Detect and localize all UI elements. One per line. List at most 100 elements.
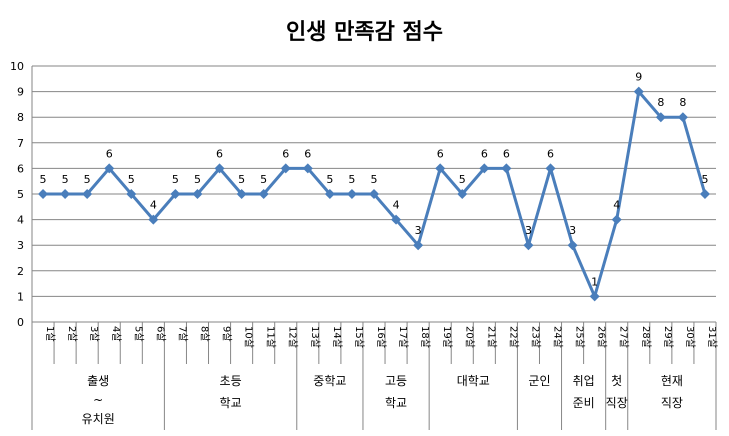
data-label: 6 — [282, 147, 289, 160]
group-label: 첫 — [611, 374, 622, 388]
data-point — [435, 163, 446, 174]
data-label: 6 — [503, 147, 510, 160]
data-label: 5 — [260, 173, 267, 186]
data-point — [545, 163, 556, 174]
group-label: 출생 — [87, 374, 109, 388]
data-label: 6 — [216, 147, 223, 160]
group-label: 군인 — [528, 374, 550, 388]
data-label: 6 — [547, 147, 554, 160]
data-label: 6 — [304, 147, 311, 160]
group-label: 취업 — [573, 374, 595, 388]
group-label: 대학교 — [457, 374, 490, 388]
group-label: 고등 — [385, 374, 407, 388]
data-point — [324, 189, 335, 199]
y-tick-label: 9 — [17, 86, 24, 99]
x-tick-label: 20살 — [463, 326, 475, 348]
group-label: 직장 — [606, 396, 628, 410]
x-tick-label: 16살 — [375, 326, 387, 348]
data-label: 3 — [415, 224, 422, 237]
x-tick-label: 12살 — [287, 326, 299, 348]
data-label: 8 — [657, 96, 664, 109]
data-label: 3 — [525, 224, 532, 237]
y-tick-label: 1 — [17, 290, 24, 303]
x-tick-label: 13살 — [309, 326, 321, 348]
x-tick-label: 1살 — [44, 326, 56, 342]
data-label: 5 — [701, 173, 708, 186]
x-tick-label: 26살 — [596, 326, 608, 348]
x-tick-label: 7살 — [176, 326, 188, 342]
y-tick-label: 8 — [17, 111, 24, 124]
data-label: 5 — [172, 173, 179, 186]
y-tick-label: 2 — [17, 265, 24, 278]
data-label: 8 — [679, 96, 686, 109]
y-tick-label: 7 — [17, 137, 24, 150]
data-point — [523, 240, 534, 251]
x-tick-label: 23살 — [529, 326, 541, 348]
data-point — [236, 189, 247, 199]
x-tick-label: 25살 — [574, 326, 586, 348]
y-tick-label: 0 — [17, 316, 24, 329]
data-point — [38, 189, 49, 199]
data-label: 6 — [481, 147, 488, 160]
x-tick-label: 30살 — [684, 326, 696, 348]
data-point — [148, 214, 159, 225]
x-tick-label: 22살 — [507, 326, 519, 348]
x-tick-label: 11살 — [265, 326, 277, 348]
data-point — [214, 163, 225, 174]
x-tick-label: 29살 — [662, 326, 674, 348]
data-point — [655, 112, 666, 123]
data-point — [170, 189, 181, 199]
y-tick-label: 10 — [10, 60, 24, 73]
x-tick-label: 18살 — [419, 326, 431, 348]
data-point — [369, 189, 379, 199]
x-tick-label: 27살 — [618, 326, 630, 348]
x-tick-label: 3살 — [88, 326, 100, 342]
x-tick-label: 31살 — [706, 326, 718, 348]
x-tick-label: 2살 — [66, 326, 78, 342]
data-label: 5 — [128, 173, 135, 186]
data-label: 1 — [591, 275, 598, 288]
x-tick-label: 28살 — [640, 326, 652, 348]
data-label: 5 — [348, 173, 355, 186]
data-point — [413, 240, 424, 251]
data-point — [479, 163, 490, 174]
data-label: 5 — [326, 173, 333, 186]
group-label: 현재 — [661, 374, 683, 388]
data-point — [192, 189, 203, 199]
group-label: 학교 — [220, 396, 242, 410]
data-point — [501, 163, 512, 174]
data-point — [104, 163, 115, 174]
group-label: 학교 — [385, 396, 407, 410]
group-label: 중학교 — [313, 374, 346, 388]
data-point — [611, 214, 622, 225]
data-point — [567, 240, 578, 251]
group-label: ~ — [93, 393, 103, 407]
group-label: 유치원 — [82, 412, 115, 426]
data-point — [60, 189, 71, 199]
y-tick-label: 5 — [17, 188, 24, 201]
x-tick-label: 17살 — [397, 326, 409, 348]
x-tick-label: 14살 — [331, 326, 343, 348]
data-label: 6 — [437, 147, 444, 160]
data-label: 5 — [371, 173, 378, 186]
data-label: 4 — [393, 199, 400, 212]
data-label: 5 — [84, 173, 91, 186]
x-tick-label: 5살 — [132, 326, 144, 342]
x-tick-label: 4살 — [110, 326, 122, 342]
data-label: 9 — [635, 71, 642, 84]
group-label: 직장 — [661, 396, 683, 410]
data-point — [699, 189, 710, 199]
group-label: 준비 — [573, 396, 595, 410]
data-point — [391, 214, 402, 225]
data-point — [258, 189, 269, 199]
group-label: 초등 — [220, 374, 242, 388]
data-label: 4 — [150, 199, 157, 212]
x-tick-label: 21살 — [485, 326, 497, 348]
data-point — [346, 189, 357, 199]
data-label: 6 — [106, 147, 113, 160]
data-label: 5 — [459, 173, 466, 186]
data-label: 5 — [40, 173, 47, 186]
x-tick-label: 9살 — [221, 326, 233, 342]
data-label: 3 — [569, 224, 576, 237]
